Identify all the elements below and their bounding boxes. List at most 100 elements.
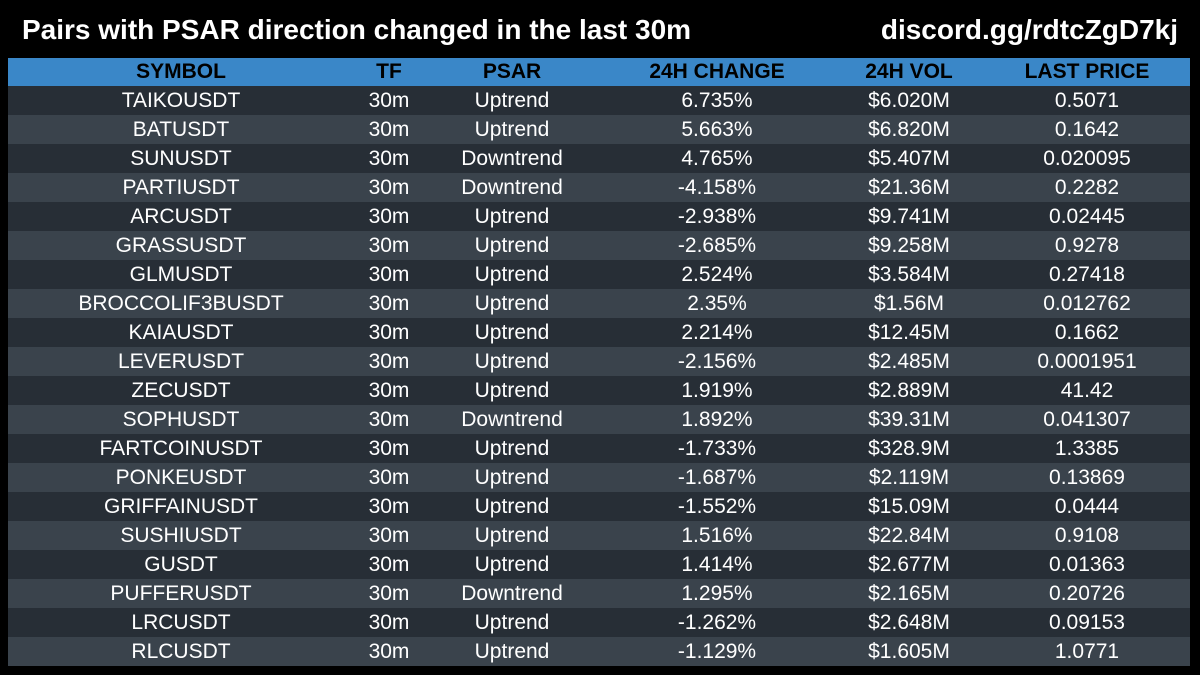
table-row: PARTIUSDT 30m Downtrend -4.158% $21.36M 0.228… [8,173,1190,202]
tf-cell: 30m [354,144,424,173]
tf-cell: 30m [354,492,424,521]
change-cell: 1.414% [600,550,834,579]
change-cell: 2.524% [600,260,834,289]
price-cell: 1.3385 [984,434,1190,463]
volume-cell: $6.820M [834,115,984,144]
tf-cell: 30m [354,231,424,260]
price-cell: 0.0444 [984,492,1190,521]
price-cell: 0.1642 [984,115,1190,144]
change-cell: 2.35% [600,289,834,318]
column-header-24h-vol[interactable]: 24H VOL [834,58,984,86]
change-cell: -1.733% [600,434,834,463]
change-cell: -2.156% [600,347,834,376]
symbol-cell: FARTCOINUSDT [8,434,354,463]
tf-cell: 30m [354,86,424,115]
change-cell: -1.687% [600,463,834,492]
tf-cell: 30m [354,318,424,347]
price-cell: 0.041307 [984,405,1190,434]
price-cell: 0.13869 [984,463,1190,492]
volume-cell: $2.889M [834,376,984,405]
psar-cell: Uptrend [424,376,600,405]
psar-cell: Uptrend [424,637,600,666]
change-cell: -1.129% [600,637,834,666]
table-header-row: SYMBOL TF PSAR 24H CHANGE 24H VOL LAST P… [8,58,1190,86]
psar-cell: Uptrend [424,318,600,347]
volume-cell: $21.36M [834,173,984,202]
table-row: RLCUSDT 30m Uptrend -1.129% $1.605M 1.0771 [8,637,1190,666]
symbol-cell: SOPHUSDT [8,405,354,434]
psar-cell: Uptrend [424,260,600,289]
price-cell: 1.0771 [984,637,1190,666]
column-header-tf[interactable]: TF [354,58,424,86]
tf-cell: 30m [354,202,424,231]
psar-cell: Uptrend [424,463,600,492]
change-cell: 4.765% [600,144,834,173]
column-header-psar[interactable]: PSAR [424,58,600,86]
column-header-24h-change[interactable]: 24H CHANGE [600,58,834,86]
symbol-cell: PUFFERUSDT [8,579,354,608]
change-cell: 1.919% [600,376,834,405]
tf-cell: 30m [354,260,424,289]
table-row: PUFFERUSDT 30m Downtrend 1.295% $2.165M 0.207… [8,579,1190,608]
volume-cell: $6.020M [834,86,984,115]
symbol-cell: GRIFFAINUSDT [8,492,354,521]
column-header-last-price[interactable]: LAST PRICE [984,58,1190,86]
volume-cell: $5.407M [834,144,984,173]
table-row: ZECUSDT 30m Uptrend 1.919% $2.889M 41.42 [8,376,1190,405]
tf-cell: 30m [354,463,424,492]
psar-table: SYMBOL TF PSAR 24H CHANGE 24H VOL LAST P… [8,58,1190,666]
price-cell: 0.20726 [984,579,1190,608]
table-row: ARCUSDT 30m Uptrend -2.938% $9.741M 0.02445 [8,202,1190,231]
psar-cell: Downtrend [424,405,600,434]
psar-cell: Uptrend [424,202,600,231]
price-cell: 0.02445 [984,202,1190,231]
psar-cell: Uptrend [424,521,600,550]
symbol-cell: ZECUSDT [8,376,354,405]
table-row: GRIFFAINUSDT 30m Uptrend -1.552% $15.09M 0.04… [8,492,1190,521]
change-cell: 5.663% [600,115,834,144]
psar-cell: Uptrend [424,231,600,260]
symbol-cell: LEVERUSDT [8,347,354,376]
symbol-cell: TAIKOUSDT [8,86,354,115]
symbol-cell: BATUSDT [8,115,354,144]
volume-cell: $2.165M [834,579,984,608]
price-cell: 0.012762 [984,289,1190,318]
table-row: SUSHIUSDT 30m Uptrend 1.516% $22.84M 0.9108 [8,521,1190,550]
symbol-cell: GLMUSDT [8,260,354,289]
volume-cell: $1.56M [834,289,984,318]
change-cell: -1.552% [600,492,834,521]
change-cell: 6.735% [600,86,834,115]
volume-cell: $328.9M [834,434,984,463]
table-row: BATUSDT 30m Uptrend 5.663% $6.820M 0.1642 [8,115,1190,144]
tf-cell: 30m [354,637,424,666]
table-row: SUNUSDT 30m Downtrend 4.765% $5.407M 0.020095 [8,144,1190,173]
psar-cell: Downtrend [424,173,600,202]
price-cell: 0.2282 [984,173,1190,202]
change-cell: 1.295% [600,579,834,608]
discord-link[interactable]: discord.gg/rdtcZgD7kj [880,14,1178,45]
change-cell: 1.516% [600,521,834,550]
psar-cell: Uptrend [424,86,600,115]
psar-cell: Uptrend [424,115,600,144]
tf-cell: 30m [354,550,424,579]
tf-cell: 30m [354,521,424,550]
symbol-cell: LRCUSDT [8,608,354,637]
tf-cell: 30m [354,579,424,608]
price-cell: 0.020095 [984,144,1190,173]
symbol-cell: GRASSUSDT [8,231,354,260]
volume-cell: $2.648M [834,608,984,637]
change-cell: -2.685% [600,231,834,260]
symbol-cell: PONKEUSDT [8,463,354,492]
column-header-symbol[interactable]: SYMBOL [8,58,354,86]
psar-cell: Uptrend [424,347,600,376]
table-row: GUSDT 30m Uptrend 1.414% $2.677M 0.01363 [8,550,1190,579]
change-cell: -4.158% [600,173,834,202]
psar-cell: Downtrend [424,579,600,608]
table-row: GLMUSDT 30m Uptrend 2.524% $3.584M 0.27418 [8,260,1190,289]
price-cell: 0.9108 [984,521,1190,550]
symbol-cell: SUNUSDT [8,144,354,173]
symbol-cell: PARTIUSDT [8,173,354,202]
price-cell: 0.5071 [984,86,1190,115]
symbol-cell: GUSDT [8,550,354,579]
